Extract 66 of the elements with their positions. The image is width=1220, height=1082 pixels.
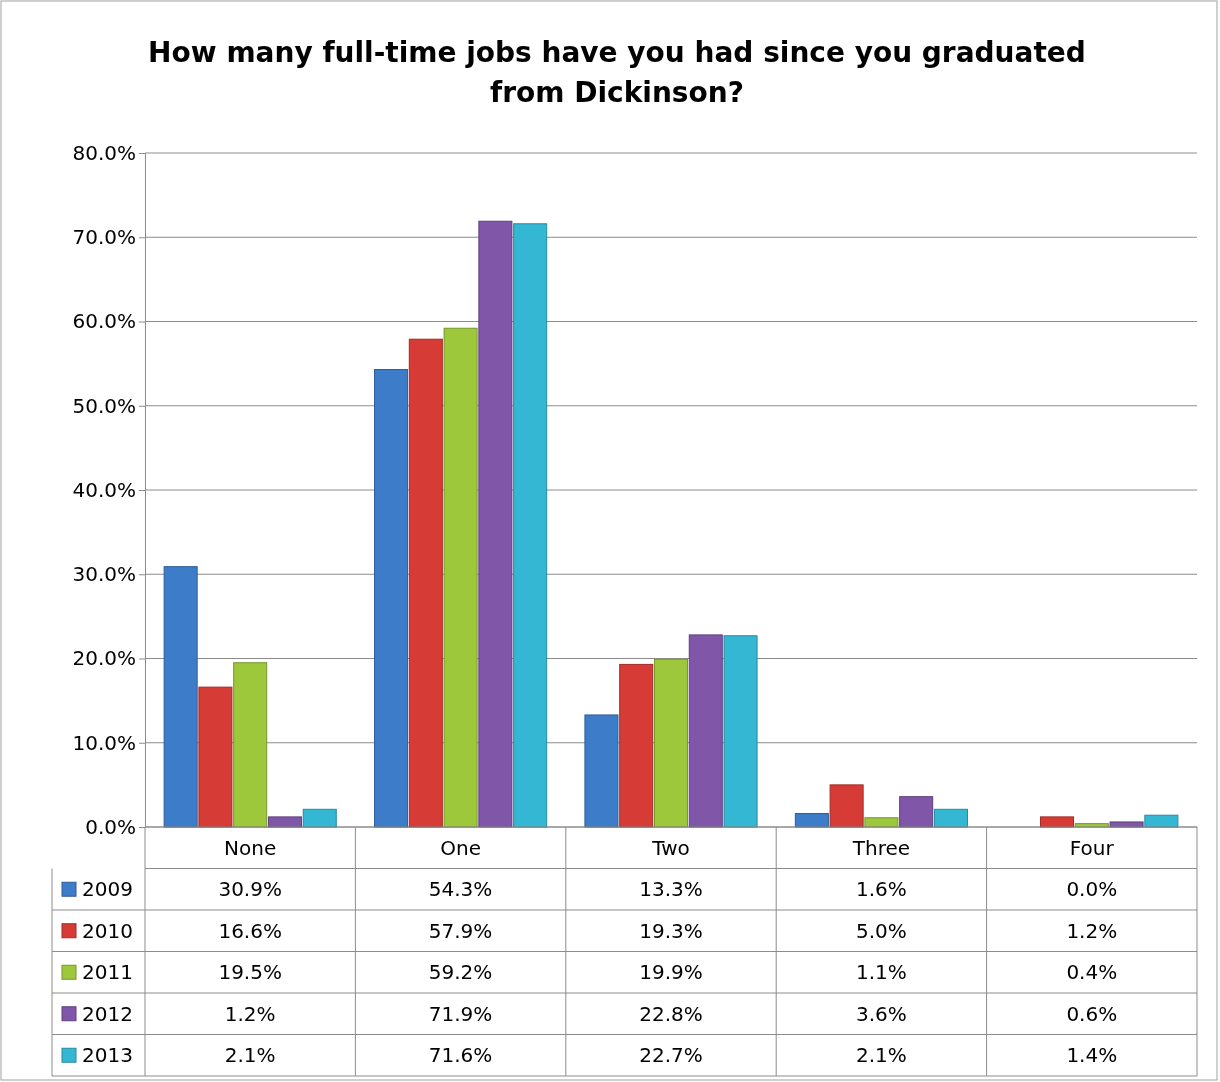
- bar: [163, 566, 198, 828]
- legend-label: 2013: [82, 1043, 133, 1068]
- bar: [864, 817, 899, 828]
- bar: [443, 327, 478, 828]
- x-tick-label: Three: [851, 835, 911, 860]
- y-tick-label: 70.0%: [72, 225, 136, 250]
- data-label: 59.2%: [428, 960, 493, 985]
- bar: [899, 796, 934, 828]
- bar: [478, 220, 513, 828]
- x-tick-label: Four: [1069, 835, 1115, 860]
- data-label: 5.0%: [855, 918, 907, 943]
- y-tick-label: 10.0%: [72, 730, 136, 755]
- legend-label: 2010: [82, 918, 133, 943]
- data-label: 57.9%: [428, 918, 493, 943]
- bar: [302, 808, 337, 828]
- y-tick-label: 50.0%: [72, 393, 136, 418]
- bar: [408, 338, 443, 828]
- bar: [584, 714, 619, 828]
- bar: [233, 662, 268, 828]
- data-label: 13.3%: [639, 877, 703, 902]
- bar: [688, 634, 723, 828]
- bar: [619, 663, 654, 828]
- bar: [794, 813, 829, 828]
- y-tick-label: 30.0%: [72, 562, 136, 587]
- data-label: 1.4%: [1066, 1043, 1118, 1068]
- data-label: 2.1%: [855, 1043, 907, 1068]
- legend-label: 2011: [82, 960, 133, 985]
- legend-label: 2009: [82, 877, 133, 902]
- data-label: 0.4%: [1066, 960, 1118, 985]
- data-label: 1.2%: [224, 1001, 276, 1026]
- data-label: 0.0%: [1066, 877, 1118, 902]
- data-label: 2.1%: [224, 1043, 276, 1068]
- chart-title: How many full-time jobs have you had since you graduated from Dickinson?: [148, 36, 1086, 109]
- data-label: 54.3%: [428, 877, 493, 902]
- y-tick-label: 60.0%: [72, 309, 136, 334]
- bar: [198, 686, 233, 828]
- x-tick-label: None: [224, 835, 277, 860]
- data-label: 71.6%: [428, 1043, 493, 1068]
- data-label: 1.2%: [1066, 918, 1118, 943]
- data-label: 22.8%: [639, 1001, 703, 1026]
- data-label: 1.1%: [855, 960, 907, 985]
- y-tick-label: 0.0%: [85, 814, 136, 839]
- data-label: 1.6%: [855, 877, 907, 902]
- data-label: 0.6%: [1066, 1001, 1118, 1026]
- bar: [1040, 816, 1075, 828]
- bar: [829, 784, 864, 828]
- y-tick-label: 40.0%: [72, 477, 136, 502]
- data-label: 16.6%: [218, 918, 282, 943]
- bar: [513, 223, 548, 828]
- data-label: 71.9%: [428, 1001, 493, 1026]
- bar: [267, 816, 302, 828]
- data-label: 19.3%: [639, 918, 703, 943]
- x-tick-label: One: [440, 835, 481, 860]
- data-label: 19.9%: [639, 960, 703, 985]
- data-label: 3.6%: [855, 1001, 907, 1026]
- bar: [374, 369, 409, 828]
- y-tick-label: 80.0%: [72, 140, 136, 165]
- data-label: 30.9%: [218, 877, 282, 902]
- x-tick-label: Two: [651, 835, 690, 860]
- data-label: 19.5%: [218, 960, 282, 985]
- bar: [723, 635, 758, 828]
- legend-label: 2012: [82, 1001, 133, 1026]
- y-tick-label: 20.0%: [72, 646, 136, 671]
- bar: [933, 808, 968, 828]
- data-label: 22.7%: [639, 1043, 703, 1068]
- bar: [653, 658, 689, 828]
